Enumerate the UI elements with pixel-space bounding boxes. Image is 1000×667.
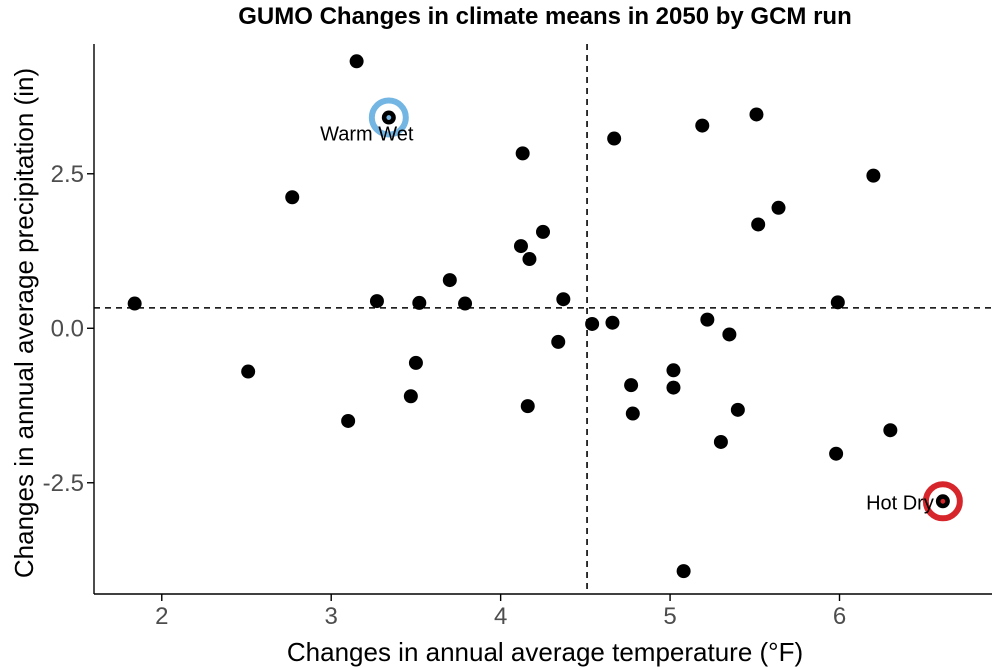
data-point — [713, 434, 728, 449]
y-tick-label: 0.0 — [51, 315, 84, 342]
y-axis-title: Changes in annual average precipitation … — [9, 68, 39, 578]
data-point — [515, 146, 530, 161]
x-tick-label: 3 — [325, 603, 338, 630]
data-point — [751, 217, 766, 232]
data-point — [695, 118, 710, 133]
y-tick-label: 2.5 — [51, 161, 84, 188]
data-point — [522, 252, 537, 267]
data-point — [349, 54, 364, 69]
data-point — [624, 378, 639, 393]
data-point — [285, 190, 300, 205]
highlight-center-dot — [386, 115, 392, 120]
highlighted-points: Warm Wet Hot Dry — [320, 97, 963, 522]
highlight-label: Hot Dry — [866, 492, 934, 514]
x-tick-label: 2 — [155, 603, 168, 630]
x-tick-label: 5 — [663, 603, 676, 630]
data-point — [442, 273, 457, 288]
data-point — [369, 294, 384, 309]
highlight-ring — [922, 481, 963, 522]
data-point — [625, 406, 640, 421]
data-point — [676, 564, 691, 579]
data-point — [551, 334, 566, 349]
x-tick-label: 6 — [833, 603, 846, 630]
data-point — [605, 315, 620, 330]
x-tick-label: 4 — [494, 603, 507, 630]
data-point — [730, 402, 745, 417]
data-point — [666, 380, 681, 395]
data-point — [830, 295, 845, 310]
highlight-label: Warm Wet — [320, 124, 414, 146]
data-point — [127, 296, 142, 311]
data-points — [127, 54, 898, 579]
reference-lines — [94, 44, 992, 594]
data-point — [513, 239, 528, 254]
y-tick-label: -2.5 — [43, 470, 84, 497]
data-point — [458, 296, 473, 311]
data-point — [403, 389, 418, 404]
data-point — [341, 413, 356, 428]
chart-title: GUMO Changes in climate means in 2050 by… — [238, 3, 852, 30]
data-point — [722, 327, 737, 342]
data-point — [520, 399, 535, 414]
data-point — [556, 292, 571, 307]
x-ticks: 2 3 4 5 6 — [155, 594, 846, 630]
data-point — [666, 363, 681, 378]
highlight-center-dot — [940, 498, 946, 504]
data-point — [749, 107, 764, 122]
x-axis-title: Changes in annual average temperature (°… — [287, 637, 803, 667]
data-point — [585, 316, 600, 331]
data-point — [241, 364, 256, 379]
data-point — [700, 312, 715, 327]
data-point — [829, 446, 844, 461]
data-point — [412, 295, 427, 310]
data-point — [866, 168, 881, 183]
data-point — [771, 200, 786, 215]
highlight-ring — [368, 97, 409, 138]
data-point — [607, 131, 622, 146]
data-point — [536, 224, 550, 239]
data-point — [408, 355, 423, 370]
data-point — [883, 423, 898, 438]
y-ticks: -2.5 0.0 2.5 — [43, 161, 94, 497]
